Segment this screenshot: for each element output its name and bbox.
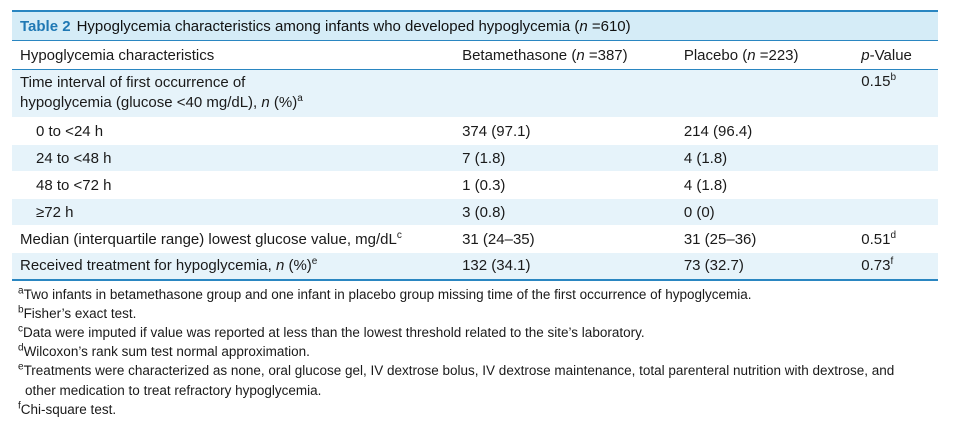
cell-betamethasone <box>454 70 676 118</box>
footnote-continuation: other medication to treat refractory hyp… <box>25 382 322 398</box>
row-label: Received treatment for hypoglycemia, n (… <box>12 253 454 280</box>
table-label: Table 2 <box>20 17 71 35</box>
p-value-text: 0.73 <box>861 257 891 275</box>
row-label-pct: (%) <box>284 257 312 275</box>
footnote-ref: b <box>890 72 897 83</box>
row-label-n: n <box>275 257 285 275</box>
footnote-ref: c <box>396 229 402 241</box>
row-label: 48 to <72 h <box>36 176 112 194</box>
footnote-ref: d <box>890 229 897 241</box>
cell-p-value: 0.51d <box>853 226 938 253</box>
table-row: Received treatment for hypoglycemia, n (… <box>12 252 938 280</box>
row-label-text: Received treatment for hypoglycemia, <box>20 257 276 275</box>
row-label: 0 to <24 h <box>36 122 104 140</box>
row-label: ≥72 h <box>36 203 74 221</box>
table-row: Time interval of first occurrence of hyp… <box>12 69 938 118</box>
cell-placebo: 4 (1.8) <box>683 176 728 194</box>
cell-placebo: 0 (0) <box>683 203 715 221</box>
cell-p-value: 0.73f <box>853 253 938 280</box>
cell-placebo: 31 (25–36) <box>683 230 757 248</box>
caption-text-after: =610) <box>587 17 631 35</box>
table-row: 48 to <72 h 1 (0.3) 4 (1.8) <box>12 172 938 199</box>
p-value-text: 0.15 <box>861 73 891 90</box>
cell-placebo: 73 (32.7) <box>683 257 744 275</box>
cell-p-value: 0.15b <box>853 70 938 118</box>
footnote-text: Two infants in betamethasone group and o… <box>23 286 752 302</box>
footnote-text: Treatments were characterized as none, o… <box>23 363 895 379</box>
row-label-line1: Time interval of first occurrence of <box>20 74 246 91</box>
table-row: ≥72 h 3 (0.8) 0 (0) <box>12 198 938 226</box>
cell-betamethasone: 132 (34.1) <box>462 257 531 275</box>
footnote-mark: c <box>18 323 23 335</box>
cell-placebo <box>676 70 853 118</box>
caption-text-before: Hypoglycemia characteristics among infan… <box>76 17 580 35</box>
cell-p-value <box>853 199 938 226</box>
table-caption: Hypoglycemia characteristics among infan… <box>77 18 631 35</box>
table-row: Median (interquartile range) lowest gluc… <box>12 226 938 253</box>
row-label: Time interval of first occurrence of hyp… <box>12 70 454 118</box>
table-row: 24 to <48 h 7 (1.8) 4 (1.8) <box>12 144 938 172</box>
header-placebo: Placebo (n =223) <box>675 40 854 70</box>
footnote-mark: e <box>18 361 24 373</box>
footnote-mark: b <box>18 304 24 316</box>
footnote-mark: d <box>18 342 24 354</box>
cell-betamethasone: 7 (1.8) <box>462 149 506 167</box>
footnote: cData were imputed if value was reported… <box>18 323 938 342</box>
footnote-ref: e <box>311 256 318 268</box>
table-title: Table 2 Hypoglycemia characteristics amo… <box>12 10 938 40</box>
header-betamethasone-label: Betamethasone ( <box>462 46 577 64</box>
row-label-n: n <box>261 94 270 111</box>
cell-p-value <box>853 172 938 199</box>
row-label-line2: hypoglycemia (glucose <40 mg/dL), <box>20 94 262 111</box>
header-value: -Value <box>869 46 912 64</box>
header-characteristics: Hypoglycemia characteristics <box>12 40 455 70</box>
cell-placebo: 4 (1.8) <box>683 149 728 167</box>
footnote-ref: a <box>297 93 303 104</box>
row-label-pct: (%) <box>269 94 298 111</box>
footnote: dWilcoxon’s rank sum test normal approxi… <box>18 342 938 361</box>
footnotes: aTwo infants in betamethasone group and … <box>12 285 938 419</box>
footnote: fChi-square test. <box>18 400 938 419</box>
data-table: Hypoglycemia characteristics Betamethaso… <box>12 40 938 281</box>
cell-betamethasone: 3 (0.8) <box>462 203 506 221</box>
footnote: bFisher’s exact test. <box>18 304 938 323</box>
header-betamethasone-n: n <box>576 46 585 64</box>
header-betamethasone-count: =387) <box>584 46 628 64</box>
cell-betamethasone: 1 (0.3) <box>462 176 506 194</box>
row-label: 24 to <48 h <box>36 149 112 167</box>
header-placebo-label: Placebo ( <box>683 46 748 64</box>
cell-p-value <box>853 145 938 172</box>
cell-placebo: 214 (96.4) <box>683 122 753 140</box>
footnote-text: Data were imputed if value was reported … <box>23 324 645 340</box>
footnote-text: Wilcoxon’s rank sum test normal approxim… <box>23 344 310 360</box>
header-p-value: p-Value <box>853 40 938 70</box>
header-placebo-n: n <box>747 46 756 64</box>
row-label: Median (interquartile range) lowest gluc… <box>12 226 454 253</box>
footnote-text: Chi-square test. <box>20 401 117 417</box>
header-p: p <box>861 46 870 64</box>
footnote-text: Fisher’s exact test. <box>23 305 137 321</box>
footnote: aTwo infants in betamethasone group and … <box>18 285 938 304</box>
header-row: Hypoglycemia characteristics Betamethaso… <box>12 40 938 70</box>
p-value-text: 0.51 <box>861 230 891 248</box>
header-betamethasone: Betamethasone (n =387) <box>454 40 676 70</box>
row-label-text: Median (interquartile range) lowest gluc… <box>20 230 397 248</box>
footnote-mark: f <box>18 400 21 412</box>
cell-betamethasone: 31 (24–35) <box>462 230 535 248</box>
caption-n: n <box>579 17 588 35</box>
footnote-ref: f <box>890 256 894 268</box>
footnote-mark: a <box>18 285 24 296</box>
table-row: 0 to <24 h 374 (97.1) 214 (96.4) <box>12 118 938 145</box>
header-placebo-count: =223) <box>755 46 799 64</box>
cell-betamethasone: 374 (97.1) <box>462 122 531 140</box>
cell-p-value <box>853 118 938 145</box>
table-figure: Table 2 Hypoglycemia characteristics amo… <box>12 10 938 419</box>
footnote: eTreatments were characterized as none, … <box>18 361 938 380</box>
